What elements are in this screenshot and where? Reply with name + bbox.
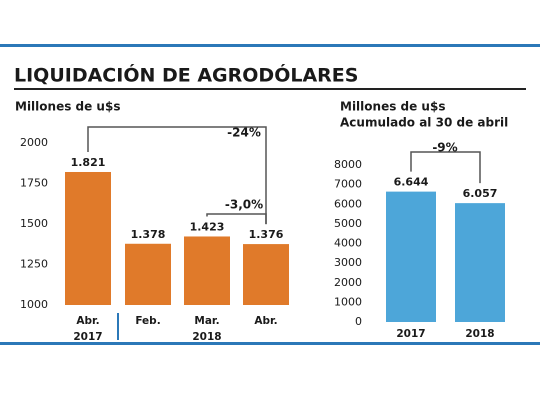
y-tick-label: 1000 xyxy=(20,298,48,311)
x-tick-label: 2017 xyxy=(396,328,425,340)
x-tick-label: Feb. xyxy=(135,315,160,327)
annotation: -24% xyxy=(227,126,261,140)
x-tick-label: Mar. xyxy=(194,315,219,327)
annotation-bracket xyxy=(206,213,267,225)
bar xyxy=(65,171,111,305)
y-tick-label: 8000 xyxy=(334,158,362,171)
value-label: 1.378 xyxy=(131,228,166,241)
top-rule xyxy=(0,44,540,47)
value-label: 1.423 xyxy=(190,220,225,233)
annotation-bracket xyxy=(410,151,481,184)
x-tick-label: 2018 xyxy=(465,328,494,340)
value-label: 6.644 xyxy=(394,176,429,189)
y-tick-label: 6000 xyxy=(334,197,362,210)
y-axis-label: Millones de u$s xyxy=(340,100,445,114)
value-label: 1.376 xyxy=(249,228,284,241)
y-tick-label: 1500 xyxy=(20,217,48,230)
value-label: 6.057 xyxy=(463,187,498,200)
x-tick-label: Abr. xyxy=(254,315,277,327)
y-tick-label: 0 xyxy=(355,315,362,328)
bar xyxy=(243,244,289,305)
bar xyxy=(455,203,505,322)
x-tick-label: Abr. xyxy=(76,315,99,327)
value-label: 1.821 xyxy=(71,156,106,169)
y-tick-label: 7000 xyxy=(334,178,362,191)
title-rule xyxy=(14,88,526,90)
bar xyxy=(125,243,171,305)
y-tick-label: 2000 xyxy=(20,136,48,149)
y-tick-label: 1750 xyxy=(20,177,48,190)
y-axis-label: Acumulado al 30 de abril xyxy=(340,116,508,130)
annotation: -9% xyxy=(432,141,457,155)
y-tick-label: 3000 xyxy=(334,256,362,269)
group-label: 2018 xyxy=(192,331,221,343)
y-tick-label: 1000 xyxy=(334,295,362,308)
bar xyxy=(386,191,436,322)
y-tick-label: 5000 xyxy=(334,217,362,230)
bottom-rule xyxy=(0,342,540,345)
bar xyxy=(184,236,230,305)
annotation: -3,0% xyxy=(225,198,263,212)
title: LIQUIDACIÓN DE AGRODÓLARES xyxy=(14,63,358,87)
y-tick-label: 2000 xyxy=(334,276,362,289)
y-axis-label: Millones de u$s xyxy=(15,100,120,114)
y-tick-label: 1250 xyxy=(20,258,48,271)
annotation-bracket xyxy=(87,126,267,225)
group-label: 2017 xyxy=(73,331,102,343)
y-tick-label: 4000 xyxy=(334,237,362,250)
